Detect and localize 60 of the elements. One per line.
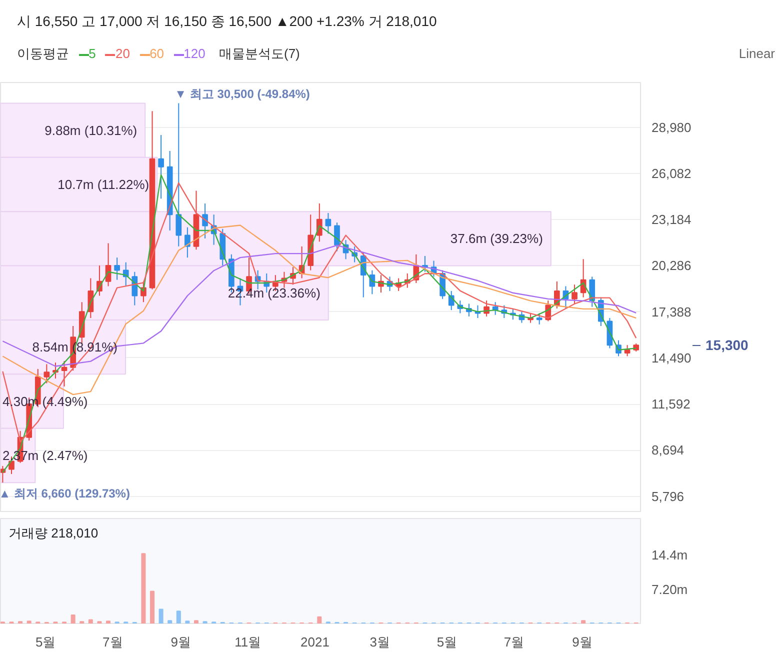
text: Linear: [738, 45, 775, 63]
bar: [317, 616, 322, 624]
data-label: 9.88m (10.31%): [44, 122, 138, 138]
candlestick: [334, 222, 340, 252]
bar: [141, 553, 146, 624]
y-tick-label: 26,082: [652, 166, 692, 181]
legend-label: 5: [88, 46, 96, 61]
data-label: 37.6m (39.23%): [450, 231, 543, 246]
annotation: ▲ 최저 6,660 (129.73%): [0, 486, 130, 501]
x-tick-label: 7월: [504, 634, 524, 650]
x-tick-label: 3월: [370, 634, 390, 650]
candlestick: [325, 212, 332, 234]
y-tick-label: 28,980: [652, 120, 692, 135]
y-tick-label: 7.20m: [652, 582, 688, 597]
legend-label: 60: [150, 46, 164, 61]
y-tick-label: 23,184: [652, 212, 692, 228]
candlestick: [176, 102, 182, 247]
chart-subtitle: 시 16,550 고 17,000 저 16,150 종 16,500 ▲200 +1.23% 거 218,010: [16, 12, 437, 31]
candlestick: [536, 312, 542, 325]
legend-label: 120: [184, 46, 206, 61]
bar: [26, 620, 32, 624]
x-tick-label: 11월: [234, 634, 262, 650]
bar: [194, 620, 198, 624]
bar: [168, 620, 172, 624]
candlestick: [158, 134, 164, 200]
legend-label: 20: [115, 46, 130, 61]
bar: [185, 620, 190, 624]
x-tick-label: 5월: [436, 634, 458, 650]
y-tick-label: 11,592: [652, 396, 690, 412]
legend-title: 이동평균: [17, 46, 69, 61]
chart-title: 매물분석도(7): [219, 46, 300, 61]
bar: [106, 620, 111, 624]
annotation: ▼ 최고 30,500 (-49.84%): [174, 87, 310, 102]
x-tick-label: 2021: [300, 634, 330, 650]
candlestick: [61, 360, 68, 387]
annotation: 거래량 218,010: [8, 526, 98, 540]
y-tick-label: 5,796: [652, 488, 684, 504]
candlestick: [44, 364, 50, 384]
line-series: [2, 224, 637, 396]
x-tick-label: 9월: [170, 634, 191, 650]
candlestick: [114, 257, 120, 280]
bar: [581, 620, 586, 624]
bar: [88, 619, 93, 624]
x-tick-label: 5월: [35, 634, 56, 650]
bar: [150, 590, 155, 624]
candlestick: [184, 226, 190, 258]
y-tick-label: 8,694: [652, 442, 684, 458]
y-tick-label: 20,286: [652, 258, 692, 274]
bar: [158, 608, 164, 624]
bar: [176, 610, 181, 624]
text: 15,300: [706, 337, 749, 354]
x-tick-label: 9월: [572, 634, 592, 650]
x-tick-label: 7월: [102, 634, 123, 650]
candlestick: [572, 284, 578, 304]
y-tick-label: 14,490: [652, 350, 692, 366]
y-tick-label: 17,388: [652, 304, 692, 320]
y-tick-label: 14.4m: [652, 548, 688, 563]
data-label: 10.7m (11.22%): [58, 176, 150, 192]
bar: [70, 614, 76, 624]
candlestick: [132, 271, 138, 306]
